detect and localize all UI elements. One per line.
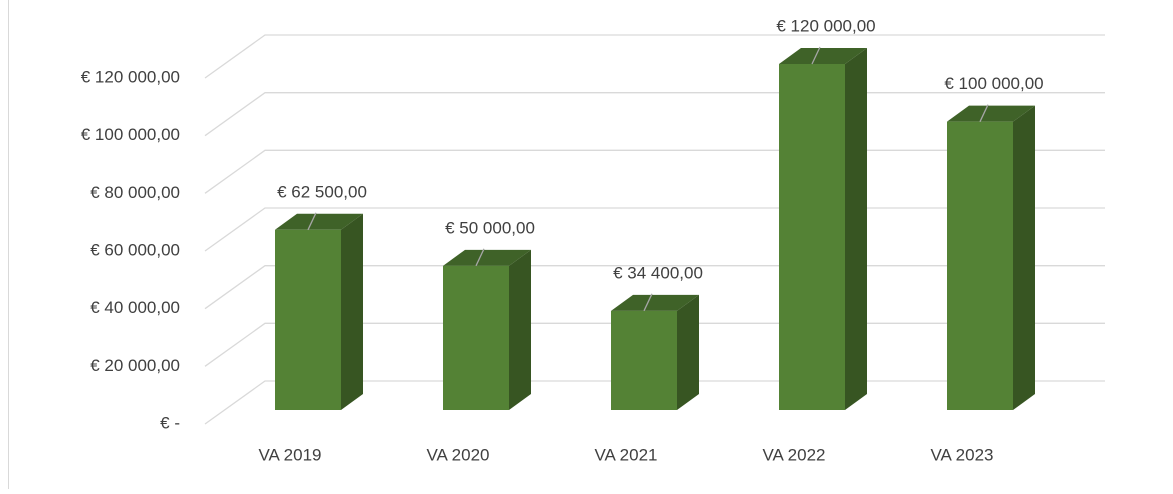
bar-front bbox=[275, 229, 341, 410]
bar-side bbox=[341, 213, 363, 410]
y-tick-label: € 60 000,00 bbox=[90, 240, 180, 259]
bar-top bbox=[611, 294, 699, 311]
bar-side bbox=[509, 249, 531, 410]
bar bbox=[275, 213, 363, 410]
bar-side bbox=[677, 294, 699, 410]
y-tick-label: € 100 000,00 bbox=[81, 125, 180, 144]
leader-line bbox=[643, 293, 653, 312]
bar bbox=[947, 105, 1035, 411]
x-tick-label: VA 2020 bbox=[426, 445, 489, 464]
bar bbox=[443, 249, 531, 410]
leader-line bbox=[307, 212, 317, 231]
y-tick-label: € 120 000,00 bbox=[81, 67, 180, 86]
bar-top bbox=[275, 213, 363, 230]
x-tick-label: VA 2022 bbox=[762, 445, 825, 464]
bar-side bbox=[1013, 105, 1035, 411]
bar bbox=[779, 48, 867, 410]
bar-front bbox=[443, 265, 509, 410]
bar-front bbox=[779, 64, 845, 410]
leader-line bbox=[811, 46, 821, 65]
leader-line bbox=[979, 104, 989, 122]
data-label: € 100 000,00 bbox=[944, 74, 1043, 93]
x-tick-label: VA 2023 bbox=[930, 445, 993, 464]
bar-top bbox=[779, 48, 867, 64]
x-tick-label: VA 2021 bbox=[594, 445, 657, 464]
data-label: € 34 400,00 bbox=[613, 263, 703, 282]
y-tick-label: € 40 000,00 bbox=[90, 298, 180, 317]
data-label: € 120 000,00 bbox=[776, 16, 875, 35]
data-label: € 62 500,00 bbox=[277, 182, 367, 201]
x-tick-label: VA 2019 bbox=[258, 445, 321, 464]
bar-front bbox=[947, 121, 1013, 411]
bar bbox=[611, 294, 699, 410]
leader-line bbox=[475, 248, 485, 267]
grid-line bbox=[204, 34, 1105, 79]
bar-top bbox=[443, 249, 531, 266]
y-tick-label: € - bbox=[160, 413, 180, 432]
data-label: € 50 000,00 bbox=[445, 218, 535, 237]
y-tick-label: € 20 000,00 bbox=[90, 356, 180, 375]
bar-front bbox=[611, 310, 677, 410]
bar-top bbox=[947, 105, 1035, 122]
bar-side bbox=[845, 48, 867, 410]
y-tick-label: € 80 000,00 bbox=[90, 183, 180, 202]
